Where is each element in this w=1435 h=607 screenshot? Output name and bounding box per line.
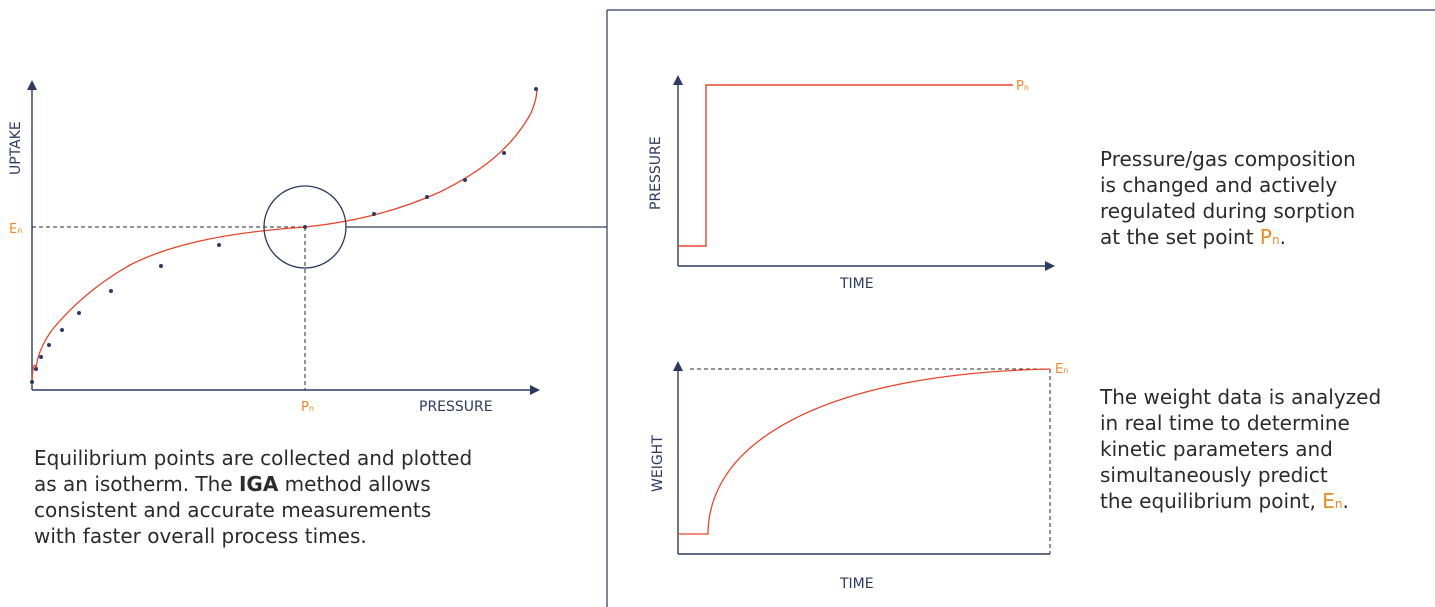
isotherm-plot: UPTAKE PRESSURE En Pn (8, 80, 607, 415)
weight-desc-line: in real time to determine (1100, 411, 1350, 435)
pressure-step-line (678, 84, 1013, 247)
weight-x-axis-label: TIME (839, 576, 874, 592)
weight-desc-line: the equilibrium point, En. (1100, 489, 1349, 513)
pressure-desc-line: Pressure/gas composition (1100, 147, 1356, 171)
pressure-y-axis-label: PRESSURE (648, 136, 664, 210)
isotherm-point (534, 87, 538, 91)
isotherm-desc-line: with faster overall process times. (34, 524, 367, 548)
isotherm-point (217, 243, 221, 247)
isotherm-curve (31, 87, 538, 386)
isotherm-y-axis-label: UPTAKE (8, 121, 24, 175)
isotherm-point (60, 328, 64, 332)
isotherm-point (502, 151, 506, 155)
isotherm-point (30, 380, 34, 384)
pressure-pn-label: Pn (1016, 79, 1029, 94)
weight-time-plot: WEIGHT TIME En (650, 361, 1068, 592)
weight-y-axis-label: WEIGHT (650, 435, 666, 492)
pressure-description: Pressure/gas composition is changed and … (1100, 146, 1420, 253)
pressure-desc-line: is changed and actively (1100, 173, 1338, 197)
pressure-time-plot: PRESSURE TIME Pn (648, 75, 1055, 292)
isotherm-pn-label: Pn (301, 400, 314, 415)
isotherm-point (372, 212, 376, 216)
isotherm-en-label: En (9, 222, 22, 237)
isotherm-desc-line: as an isotherm. The IGA method allows (34, 472, 431, 496)
pressure-x-axis-label: TIME (839, 276, 874, 292)
weight-en-label: En (1055, 362, 1068, 377)
pressure-desc-line: regulated during sorption (1100, 199, 1356, 223)
isotherm-x-axis-label: PRESSURE (419, 399, 493, 415)
pressure-desc-line: at the set point Pn. (1100, 225, 1286, 249)
isotherm-data-points (30, 87, 538, 384)
weight-description: The weight data is analyzed in real time… (1100, 384, 1430, 517)
weight-desc-line: The weight data is analyzed (1100, 385, 1382, 409)
weight-desc-line: simultaneously predict (1100, 463, 1328, 487)
isotherm-point (463, 178, 467, 182)
isotherm-point (425, 195, 429, 199)
isotherm-desc-line: consistent and accurate measurements (34, 498, 432, 522)
isotherm-point (47, 343, 51, 347)
iga-method-name: IGA (238, 472, 279, 496)
isotherm-point (39, 355, 43, 359)
isotherm-point (77, 311, 81, 315)
isotherm-description: Equilibrium points are collected and plo… (34, 445, 574, 549)
isotherm-point (159, 264, 163, 268)
weight-uptake-curve (678, 368, 1051, 535)
isotherm-point (303, 225, 307, 229)
weight-desc-line: kinetic parameters and (1100, 437, 1333, 461)
isotherm-point (109, 289, 113, 293)
isotherm-point (34, 367, 38, 371)
isotherm-desc-line: Equilibrium points are collected and plo… (34, 446, 473, 470)
